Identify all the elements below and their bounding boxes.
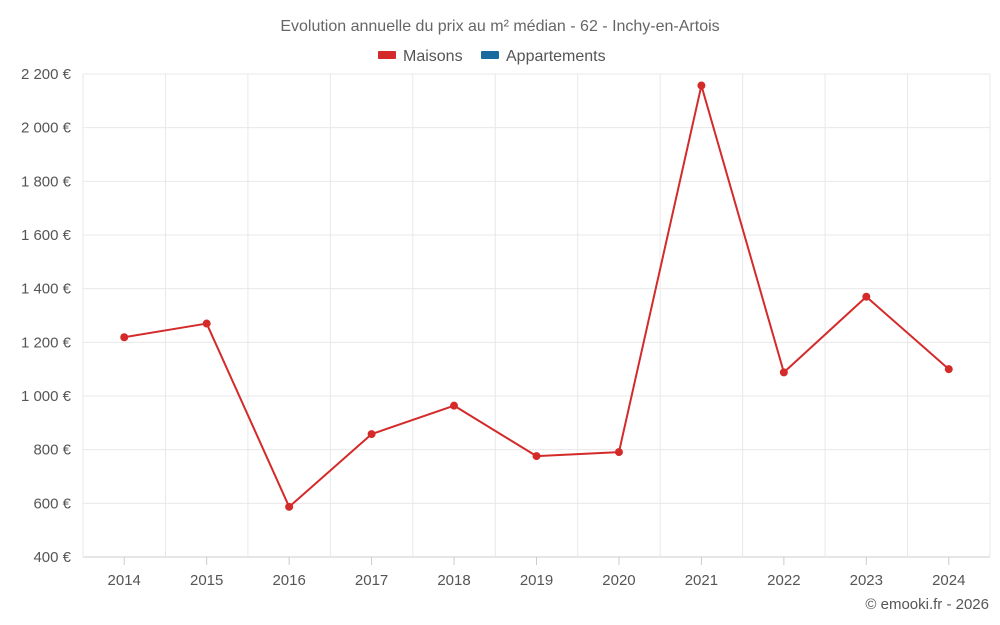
x-tick-label: 2020 [602, 572, 635, 589]
x-tick-label: 2017 [355, 572, 388, 589]
x-tick-label: 2016 [272, 572, 305, 589]
y-tick-label: 600 € [33, 495, 71, 512]
series-maisons [120, 81, 953, 511]
y-tick-label: 1 000 € [21, 388, 72, 405]
y-tick-label: 1 200 € [21, 334, 72, 351]
legend-label-appartements: Appartements [506, 48, 606, 65]
data-point-maisons[interactable] [120, 333, 129, 342]
data-point-maisons[interactable] [779, 368, 788, 377]
x-tick-label: 2014 [108, 572, 141, 589]
x-tick-label: 2023 [850, 572, 883, 589]
legend-swatch-appartements [481, 51, 499, 59]
data-point-maisons[interactable] [862, 292, 871, 301]
credit-text: © emooki.fr - 2026 [865, 596, 989, 613]
x-tick-label: 2024 [932, 572, 965, 589]
data-point-maisons[interactable] [202, 319, 211, 328]
data-point-maisons[interactable] [367, 430, 376, 439]
x-tick-label: 2018 [437, 572, 470, 589]
data-point-maisons[interactable] [697, 81, 706, 90]
data-point-maisons[interactable] [614, 448, 623, 457]
data-point-maisons[interactable] [285, 502, 294, 511]
grid [82, 73, 991, 558]
data-point-maisons[interactable] [532, 452, 541, 461]
y-tick-label: 1 600 € [21, 227, 72, 244]
y-axis: 400 € 600 € 800 € 1 000 € 1 200 € 1 400 € 1 60… [21, 66, 72, 566]
y-tick-label: 1 400 € [21, 281, 72, 298]
x-tick-label: 2015 [190, 572, 223, 589]
data-point-maisons[interactable] [944, 365, 953, 374]
y-tick-label: 800 € [33, 442, 71, 459]
legend-label-maisons: Maisons [403, 48, 463, 65]
y-tick-label: 400 € [33, 549, 71, 566]
x-tick-label: 2022 [767, 572, 800, 589]
legend: Maisons Appartements [378, 48, 606, 65]
legend-swatch-maisons [378, 51, 396, 59]
x-tick-label: 2019 [520, 572, 553, 589]
legend-item-appartements[interactable]: Appartements [481, 48, 606, 65]
x-axis: 2014 2015 2016 2017 2018 2019 2020 2021 2022 2023… [108, 557, 965, 589]
y-tick-label: 2 200 € [21, 66, 72, 83]
y-tick-label: 2 000 € [21, 120, 72, 137]
y-tick-label: 1 800 € [21, 173, 72, 190]
data-point-maisons[interactable] [450, 401, 459, 410]
x-tick-label: 2021 [685, 572, 718, 589]
legend-item-maisons[interactable]: Maisons [378, 48, 463, 65]
chart-title: Evolution annuelle du prix au m² médian … [280, 18, 719, 35]
